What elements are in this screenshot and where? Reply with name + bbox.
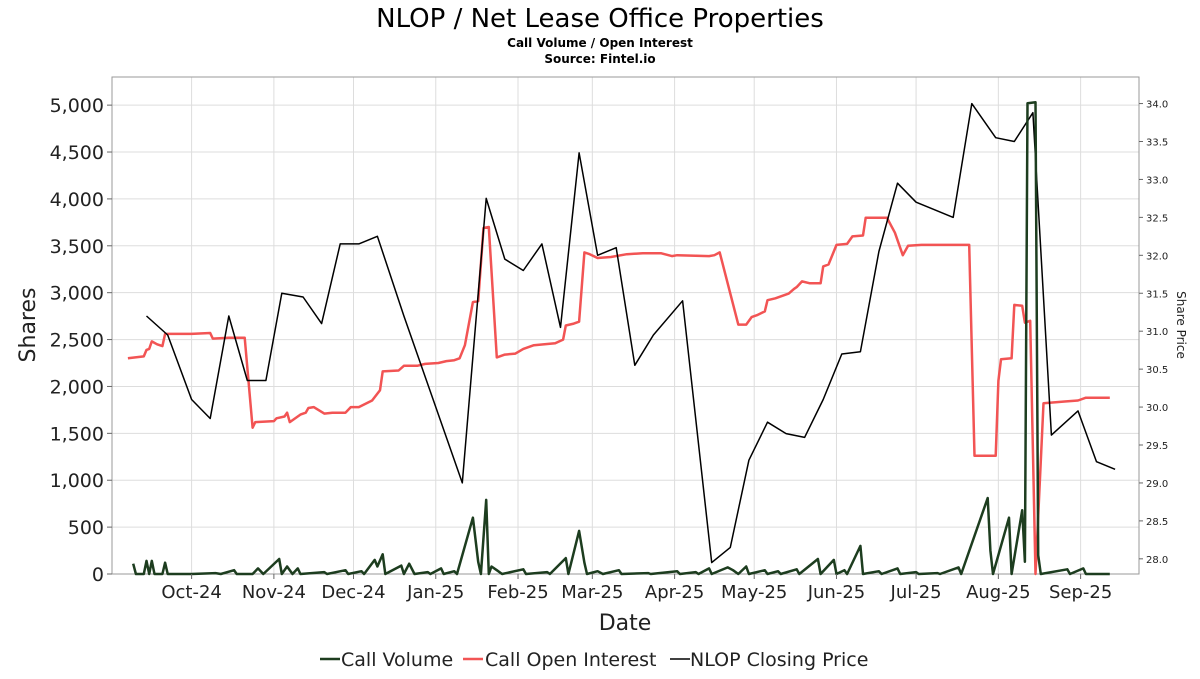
y-right-tick-label: 29.5 xyxy=(1146,441,1168,452)
x-tick-label: Nov-24 xyxy=(242,582,306,603)
x-tick-label: Feb-25 xyxy=(487,582,548,603)
x-axis-ticks: Oct-24 Nov-24 Dec-24 Jan-25 Feb-25 Mar-25 Apr-… xyxy=(161,574,1112,603)
y-right-tick-label: 34.0 xyxy=(1146,100,1168,111)
x-tick-label: Oct-24 xyxy=(161,582,222,603)
x-tick-label: Jun-25 xyxy=(807,582,866,603)
y-right-tick-label: 30.0 xyxy=(1146,403,1168,414)
y-right-tick-label: 29.0 xyxy=(1146,479,1168,490)
chart-subtitle-2: Source: Fintel.io xyxy=(544,52,655,66)
y-left-axis-label: Shares xyxy=(16,288,41,363)
y-right-tick-label: 30.5 xyxy=(1146,365,1168,376)
x-tick-label: Jan-25 xyxy=(406,582,464,603)
y-left-tick-label: 0 xyxy=(92,564,104,586)
series-layer xyxy=(127,101,1116,576)
legend: Call Volume Call Open Interest NLOP Clos… xyxy=(320,649,868,671)
x-tick-label: Aug-25 xyxy=(966,582,1031,603)
y-right-tick-label: 28.0 xyxy=(1146,555,1168,566)
y-right-tick-label: 33.5 xyxy=(1146,137,1168,148)
x-tick-label: May-25 xyxy=(721,582,787,603)
legend-label-closing-price: NLOP Closing Price xyxy=(690,649,868,671)
y-right-tick-label: 31.0 xyxy=(1146,327,1168,338)
y-right-axis-label: Share Price xyxy=(1174,291,1188,359)
chart-subtitle-1: Call Volume / Open Interest xyxy=(507,36,693,50)
series-nlop-closing-price xyxy=(145,102,1116,564)
x-axis-label: Date xyxy=(599,611,652,636)
y-left-tick-label: 4,500 xyxy=(50,142,104,164)
x-tick-label: Apr-25 xyxy=(645,582,704,603)
y-left-tick-label: 3,000 xyxy=(50,283,104,305)
y-right-axis-ticks: 28.0 28.5 29.0 29.5 30.0 30.5 31.0 31.5 32.0 32.5… xyxy=(1139,100,1168,566)
y-left-tick-label: 5,000 xyxy=(50,95,104,117)
x-tick-label: Sep-25 xyxy=(1049,582,1112,603)
x-tick-label: Jul-25 xyxy=(890,582,942,603)
chart-title: NLOP / Net Lease Office Properties xyxy=(376,4,824,34)
series-call-open-interest xyxy=(127,216,1110,576)
y-right-tick-label: 32.0 xyxy=(1146,251,1168,262)
legend-label-call-volume: Call Volume xyxy=(341,649,453,671)
x-tick-label: Dec-24 xyxy=(321,582,385,603)
x-tick-label: Mar-25 xyxy=(561,582,623,603)
legend-label-open-interest: Call Open Interest xyxy=(485,649,657,671)
y-right-tick-label: 32.5 xyxy=(1146,213,1168,224)
y-left-tick-label: 3,500 xyxy=(50,236,104,258)
y-left-tick-label: 4,000 xyxy=(50,189,104,211)
grid-lines xyxy=(112,77,1139,575)
y-left-axis-ticks: 0 500 1,000 1,500 2,000 2,500 3,000 3,500 4,000 4… xyxy=(50,95,112,586)
y-left-tick-label: 2,500 xyxy=(50,330,104,352)
y-right-tick-label: 28.5 xyxy=(1146,517,1168,528)
y-left-tick-label: 2,000 xyxy=(50,376,104,398)
y-left-tick-label: 1,500 xyxy=(50,423,104,445)
y-right-tick-label: 31.5 xyxy=(1146,289,1168,300)
y-right-tick-label: 33.0 xyxy=(1146,175,1168,186)
y-left-tick-label: 1,000 xyxy=(50,470,104,492)
y-left-tick-label: 500 xyxy=(68,517,104,539)
series-call-volume xyxy=(131,101,1110,576)
